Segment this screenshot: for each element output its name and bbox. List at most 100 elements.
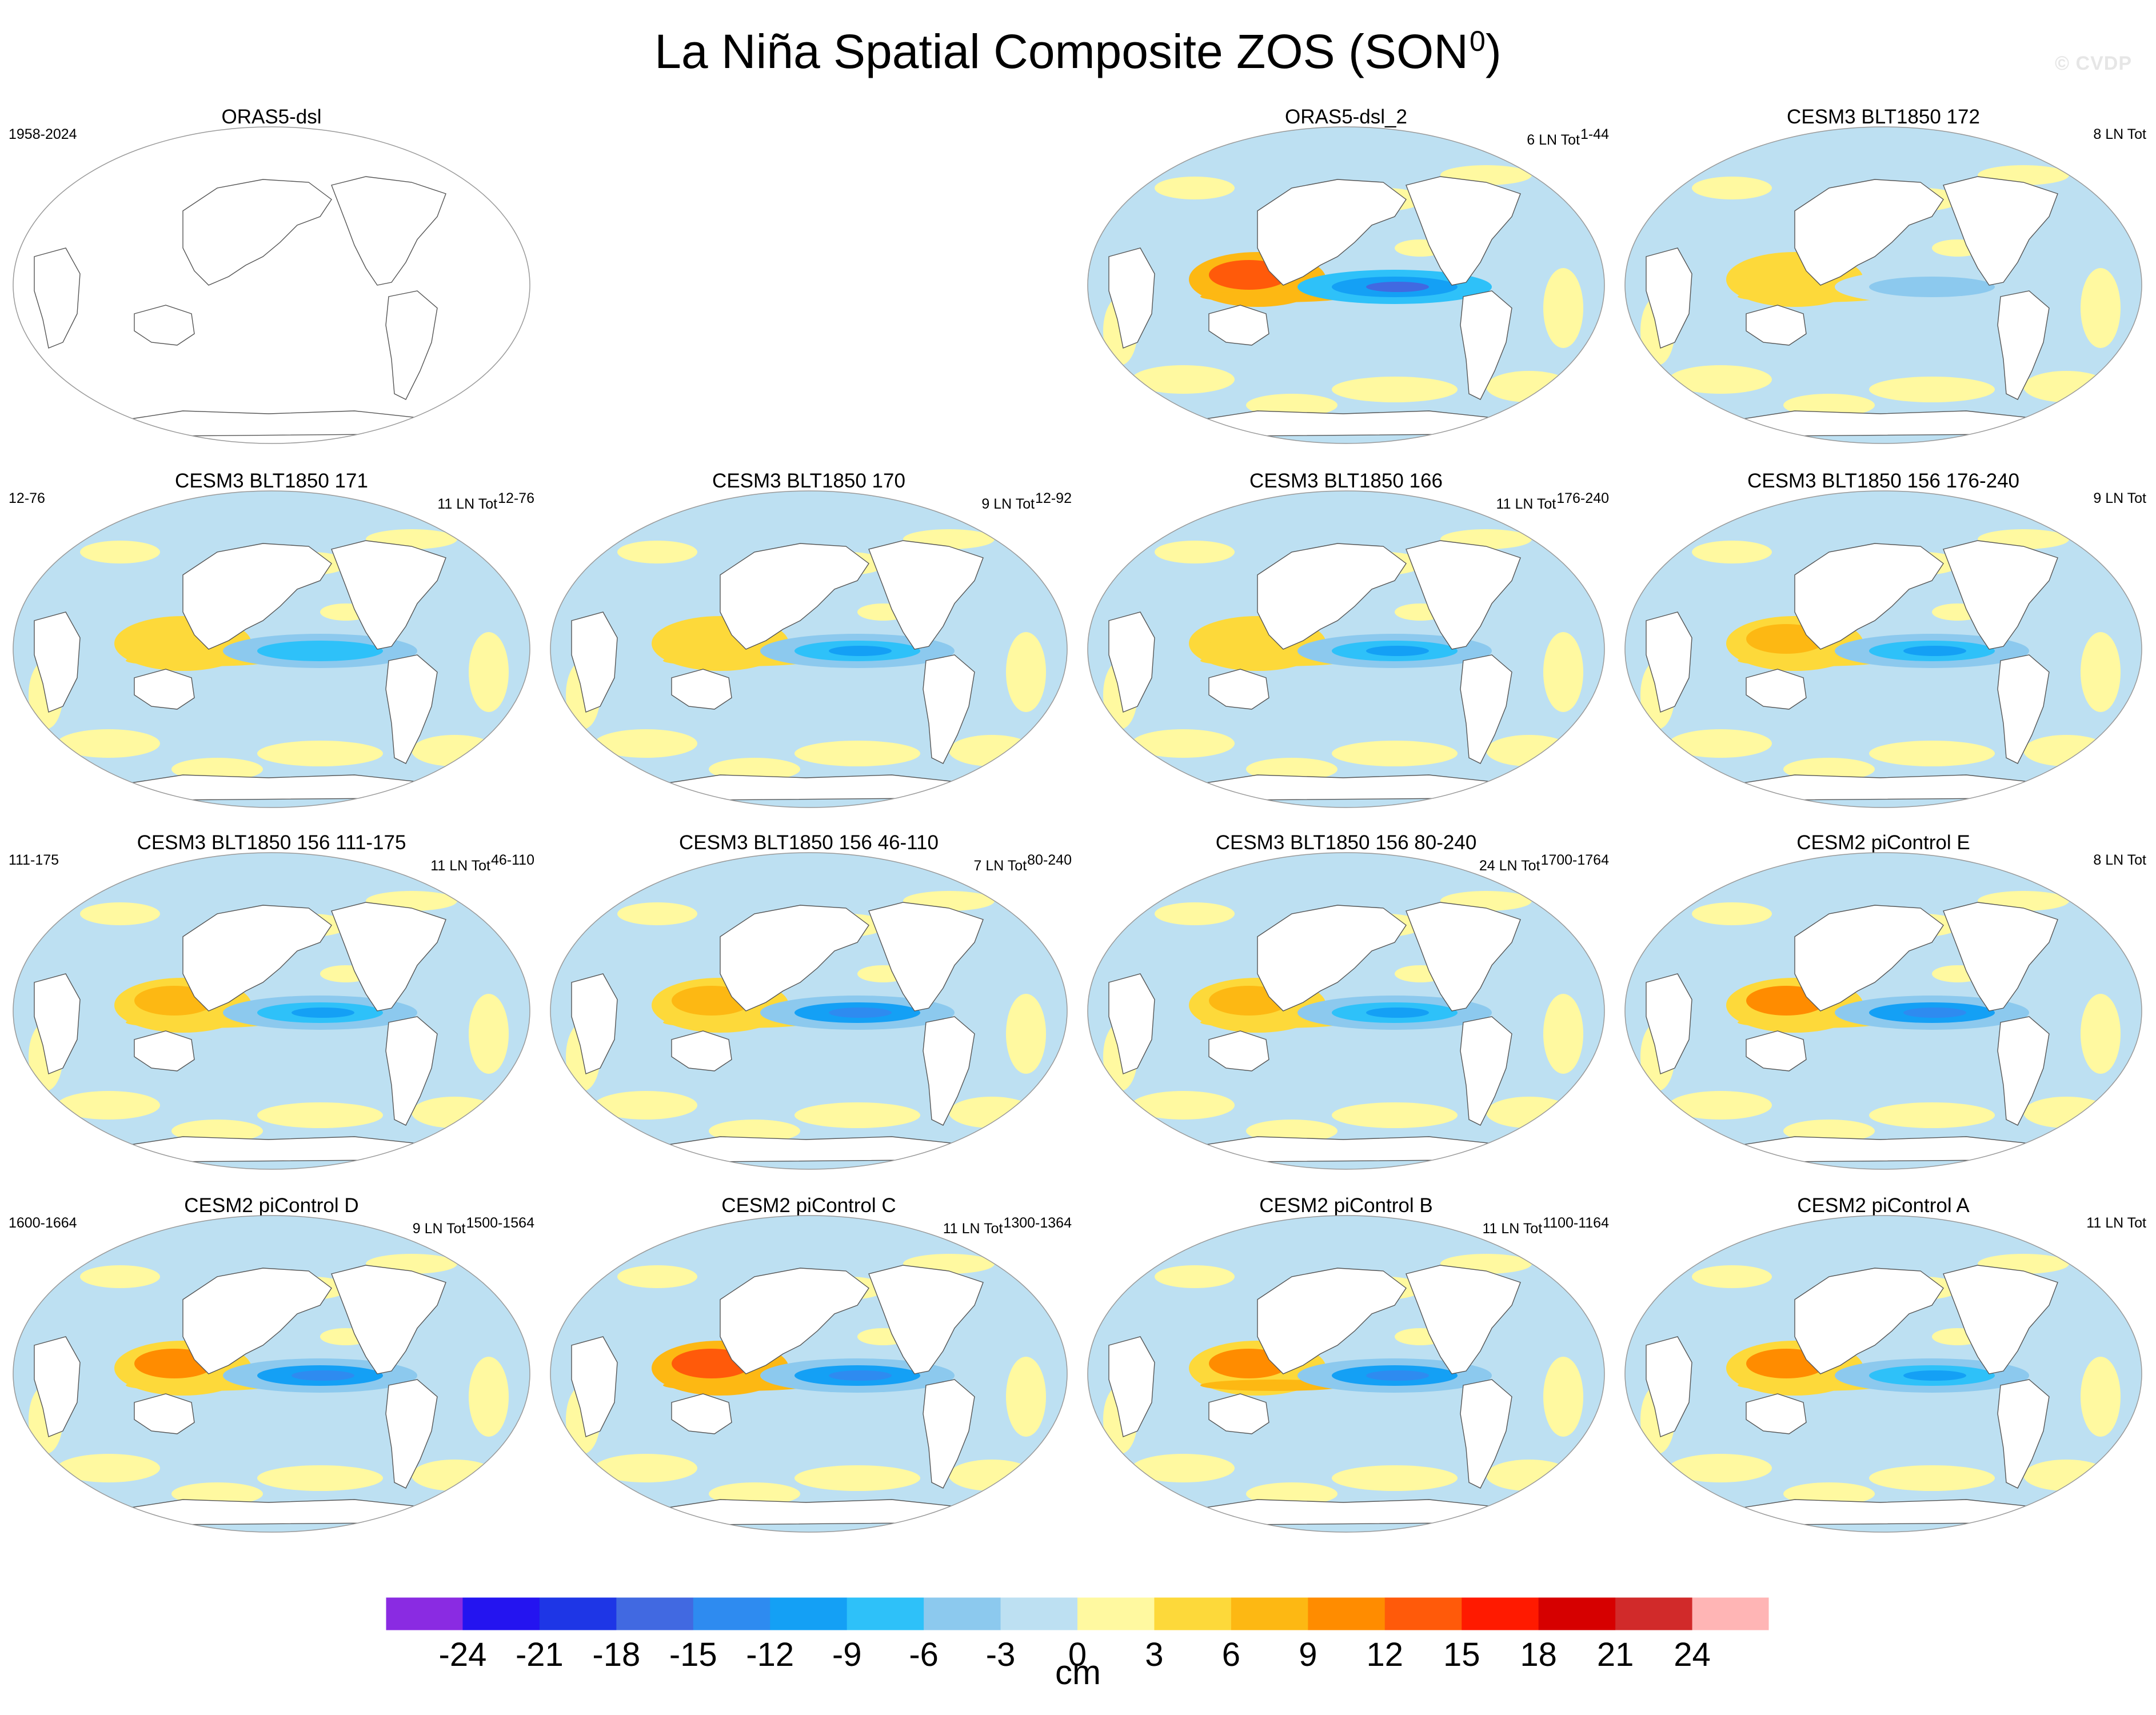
panel-event-count: 8 LN Tot bbox=[2093, 126, 2146, 143]
map-panel: ORAS5-dsl_2 6 LN Tot1-44 bbox=[1083, 106, 1609, 454]
colorbar-bin bbox=[924, 1597, 1001, 1630]
map-outline bbox=[1624, 126, 2142, 444]
panel-event-count: 11 LN Tot1100-1164 bbox=[1482, 1215, 1609, 1237]
landmass-samerica bbox=[1997, 1016, 2050, 1126]
panel-map bbox=[1087, 1215, 1605, 1533]
positive-anomaly-patch bbox=[1132, 729, 1235, 758]
cold-tongue-core bbox=[829, 1370, 892, 1381]
map-outline bbox=[1087, 852, 1605, 1170]
landmass-asia bbox=[182, 905, 332, 1012]
positive-anomaly-patch bbox=[2081, 632, 2121, 712]
cold-tongue-core bbox=[292, 1370, 354, 1381]
map-panel: CESM3 BLT1850 156 80-240 24 LN Tot1700-17… bbox=[1083, 831, 1609, 1180]
positive-anomaly-patch bbox=[617, 1265, 697, 1288]
panel-title: ORAS5-dsl_2 bbox=[1285, 106, 1407, 128]
colorbar-bin bbox=[386, 1597, 463, 1630]
landmass-australia bbox=[671, 1393, 732, 1434]
landmass-australia bbox=[1746, 669, 1807, 710]
landmass-africa bbox=[1646, 1336, 1692, 1437]
colorbar-bin bbox=[693, 1597, 770, 1630]
positive-anomaly-patch bbox=[1006, 632, 1046, 712]
landmass-africa bbox=[571, 1336, 618, 1437]
landmass-samerica bbox=[1460, 1379, 1512, 1489]
panel-title: ORAS5-dsl bbox=[221, 106, 322, 128]
positive-anomaly-patch bbox=[80, 541, 160, 563]
positive-anomaly-patch bbox=[949, 1460, 1035, 1491]
positive-anomaly-patch bbox=[1006, 1357, 1046, 1437]
landmass-namerica bbox=[331, 176, 446, 286]
positive-anomaly-patch bbox=[257, 1465, 383, 1491]
colorbar-frame bbox=[385, 1597, 1770, 1631]
positive-anomaly-patch bbox=[1332, 1102, 1458, 1128]
positive-anomaly-patch bbox=[1869, 1102, 1995, 1128]
positive-anomaly-patch bbox=[1132, 365, 1235, 394]
positive-anomaly-patch bbox=[1692, 541, 1772, 563]
positive-anomaly-patch bbox=[257, 741, 383, 766]
cold-tongue-core bbox=[1366, 1370, 1429, 1381]
positive-anomaly-patch bbox=[594, 1454, 697, 1482]
cold-tongue-core bbox=[292, 1008, 354, 1018]
landmass-asia bbox=[182, 543, 332, 650]
landmass-asia bbox=[720, 543, 869, 650]
panel-count-text: 11 LN Tot bbox=[437, 496, 498, 512]
colorbar-bin bbox=[1154, 1597, 1232, 1630]
positive-anomaly-patch bbox=[469, 1357, 509, 1437]
map-panel: CESM2 piControl D 1600-1664 9 LN Tot1500-1… bbox=[9, 1194, 534, 1543]
positive-anomaly-patch bbox=[1669, 1454, 1772, 1482]
landmass-australia bbox=[1208, 669, 1269, 710]
map-outline bbox=[13, 852, 530, 1170]
positive-anomaly-patch bbox=[594, 729, 697, 758]
landmass-namerica bbox=[1943, 902, 2058, 1012]
colorbar-units: cm bbox=[1055, 1653, 1101, 1692]
positive-anomaly-patch bbox=[412, 735, 497, 766]
cold-tongue-core bbox=[1903, 1008, 1966, 1018]
map-outline bbox=[1624, 490, 2142, 808]
watermark: © CVDP bbox=[2055, 53, 2132, 74]
positive-anomaly-patch bbox=[80, 902, 160, 925]
panel-event-count: 8 LN Tot bbox=[2093, 852, 2146, 869]
landmass-africa bbox=[1108, 611, 1155, 713]
map-outline bbox=[1087, 490, 1605, 808]
cold-tongue-core bbox=[1903, 282, 1966, 292]
landmass-asia bbox=[720, 1268, 869, 1374]
panel-count-text: 7 LN Tot bbox=[973, 858, 1027, 874]
positive-anomaly-patch bbox=[1332, 377, 1458, 402]
panel-count-text: 9 LN Tot bbox=[981, 496, 1035, 512]
panel-count-text: 11 LN Tot bbox=[2086, 1215, 2146, 1231]
panel-map bbox=[13, 490, 530, 808]
panel-count-text: 9 LN Tot bbox=[2093, 490, 2146, 506]
panel-event-count: 6 LN Tot1-44 bbox=[1527, 126, 1609, 149]
landmass-namerica bbox=[1943, 1265, 2058, 1374]
map-outline bbox=[13, 490, 530, 808]
landmass-asia bbox=[1257, 905, 1407, 1012]
panel-event-count: 7 LN Tot80-240 bbox=[973, 852, 1072, 874]
panel-title: CESM3 BLT1850 170 bbox=[712, 470, 905, 492]
positive-anomaly-patch bbox=[1155, 177, 1235, 199]
landmass-samerica bbox=[1460, 1016, 1512, 1126]
landmass-asia bbox=[1794, 543, 1944, 650]
panel-count-superscript: 176-240 bbox=[1556, 490, 1609, 506]
positive-anomaly-patch bbox=[1486, 371, 1572, 402]
landmass-australia bbox=[671, 1030, 732, 1072]
landmass-samerica bbox=[385, 654, 438, 764]
landmass-africa bbox=[1108, 247, 1155, 349]
positive-anomaly-patch bbox=[80, 1265, 160, 1288]
landmass-australia bbox=[134, 669, 195, 710]
landmass-africa bbox=[571, 973, 618, 1074]
main-title-superscript: 0 bbox=[1470, 25, 1486, 57]
panel-map bbox=[1624, 852, 2142, 1170]
panel-title: CESM2 piControl C bbox=[721, 1194, 896, 1217]
landmass-africa bbox=[1646, 973, 1692, 1074]
landmass-australia bbox=[1208, 305, 1269, 346]
positive-anomaly-patch bbox=[949, 1097, 1035, 1128]
landmass-namerica bbox=[1943, 540, 2058, 650]
positive-anomaly-patch bbox=[1486, 1097, 1572, 1128]
map-panel: CESM2 piControl E 8 LN Tot bbox=[1620, 831, 2146, 1180]
colorbar-bin bbox=[1077, 1597, 1155, 1630]
landmass-asia bbox=[182, 179, 332, 286]
colorbar-bin bbox=[1538, 1597, 1616, 1630]
map-panel: CESM2 piControl A 11 LN Tot bbox=[1620, 1194, 2146, 1543]
positive-anomaly-patch bbox=[469, 632, 509, 712]
positive-anomaly-patch bbox=[1692, 177, 1772, 199]
landmass-namerica bbox=[331, 902, 446, 1012]
